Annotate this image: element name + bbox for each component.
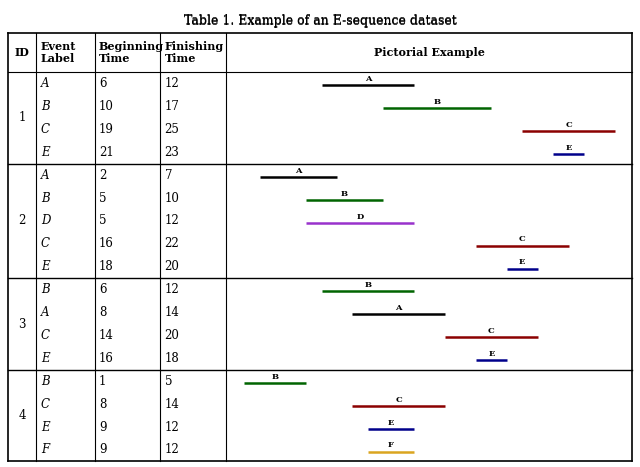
Text: B: B bbox=[364, 281, 371, 289]
Text: 16: 16 bbox=[99, 352, 114, 365]
Text: F: F bbox=[41, 444, 49, 456]
Text: 20: 20 bbox=[164, 329, 179, 342]
Text: C: C bbox=[41, 237, 50, 250]
Text: F: F bbox=[388, 441, 394, 450]
Text: D: D bbox=[356, 212, 364, 220]
Text: 8: 8 bbox=[99, 398, 106, 410]
Text: 9: 9 bbox=[99, 421, 106, 433]
Text: E: E bbox=[41, 352, 49, 365]
Text: ID: ID bbox=[15, 47, 29, 58]
Text: 4: 4 bbox=[19, 409, 26, 422]
Text: B: B bbox=[41, 283, 49, 296]
Text: E: E bbox=[41, 421, 49, 433]
Text: C: C bbox=[396, 396, 402, 403]
Text: 12: 12 bbox=[164, 444, 179, 456]
Text: 12: 12 bbox=[164, 421, 179, 433]
Text: 12: 12 bbox=[164, 214, 179, 227]
Text: C: C bbox=[488, 327, 495, 335]
Text: 2: 2 bbox=[99, 169, 106, 182]
Text: C: C bbox=[565, 121, 572, 129]
Text: 14: 14 bbox=[164, 306, 179, 319]
Text: 1: 1 bbox=[19, 112, 26, 124]
Text: 9: 9 bbox=[99, 444, 106, 456]
Text: 14: 14 bbox=[99, 329, 114, 342]
Text: E: E bbox=[519, 258, 525, 266]
Text: 16: 16 bbox=[99, 237, 114, 250]
Text: E: E bbox=[41, 146, 49, 159]
Text: 5: 5 bbox=[164, 375, 172, 388]
Text: Table 1. Example of an E-sequence dataset: Table 1. Example of an E-sequence datase… bbox=[184, 14, 456, 27]
Text: Pictorial Example: Pictorial Example bbox=[374, 47, 484, 58]
Text: 20: 20 bbox=[164, 260, 179, 273]
Text: 21: 21 bbox=[99, 146, 114, 159]
Text: 12: 12 bbox=[164, 283, 179, 296]
Text: E: E bbox=[488, 350, 495, 358]
Text: B: B bbox=[41, 375, 49, 388]
Text: 5: 5 bbox=[99, 214, 106, 227]
Text: 2: 2 bbox=[19, 214, 26, 227]
Text: 18: 18 bbox=[99, 260, 114, 273]
Text: 3: 3 bbox=[19, 318, 26, 331]
Text: 6: 6 bbox=[99, 77, 106, 90]
Text: 18: 18 bbox=[164, 352, 179, 365]
Text: 22: 22 bbox=[164, 237, 179, 250]
Text: Event
Label: Event Label bbox=[41, 41, 76, 64]
Text: 25: 25 bbox=[164, 123, 179, 136]
Text: 10: 10 bbox=[99, 100, 114, 113]
Text: C: C bbox=[41, 398, 50, 410]
Text: B: B bbox=[271, 373, 279, 381]
Text: B: B bbox=[341, 190, 348, 198]
Text: E: E bbox=[566, 144, 572, 152]
Text: Finishing
Time: Finishing Time bbox=[164, 41, 224, 64]
Text: B: B bbox=[41, 191, 49, 205]
Text: A: A bbox=[41, 77, 49, 90]
Text: E: E bbox=[388, 418, 394, 426]
Text: 5: 5 bbox=[99, 191, 106, 205]
Text: A: A bbox=[365, 75, 371, 83]
Text: 1: 1 bbox=[99, 375, 106, 388]
Text: Beginning
Time: Beginning Time bbox=[99, 41, 164, 64]
Text: B: B bbox=[434, 98, 441, 106]
Text: C: C bbox=[519, 235, 525, 243]
Text: 14: 14 bbox=[164, 398, 179, 410]
Text: 23: 23 bbox=[164, 146, 179, 159]
Text: Table 1. Example of an E-sequence dataset: Table 1. Example of an E-sequence datase… bbox=[184, 15, 456, 28]
Text: A: A bbox=[295, 167, 301, 175]
Text: A: A bbox=[41, 306, 49, 319]
Text: A: A bbox=[396, 304, 402, 312]
Text: C: C bbox=[41, 329, 50, 342]
Text: D: D bbox=[41, 214, 51, 227]
Text: 7: 7 bbox=[164, 169, 172, 182]
Text: 10: 10 bbox=[164, 191, 179, 205]
Text: 8: 8 bbox=[99, 306, 106, 319]
Text: E: E bbox=[41, 260, 49, 273]
Text: 6: 6 bbox=[99, 283, 106, 296]
Text: C: C bbox=[41, 123, 50, 136]
Text: B: B bbox=[41, 100, 49, 113]
Text: A: A bbox=[41, 169, 49, 182]
Text: 19: 19 bbox=[99, 123, 114, 136]
Text: 12: 12 bbox=[164, 77, 179, 90]
Text: 17: 17 bbox=[164, 100, 179, 113]
